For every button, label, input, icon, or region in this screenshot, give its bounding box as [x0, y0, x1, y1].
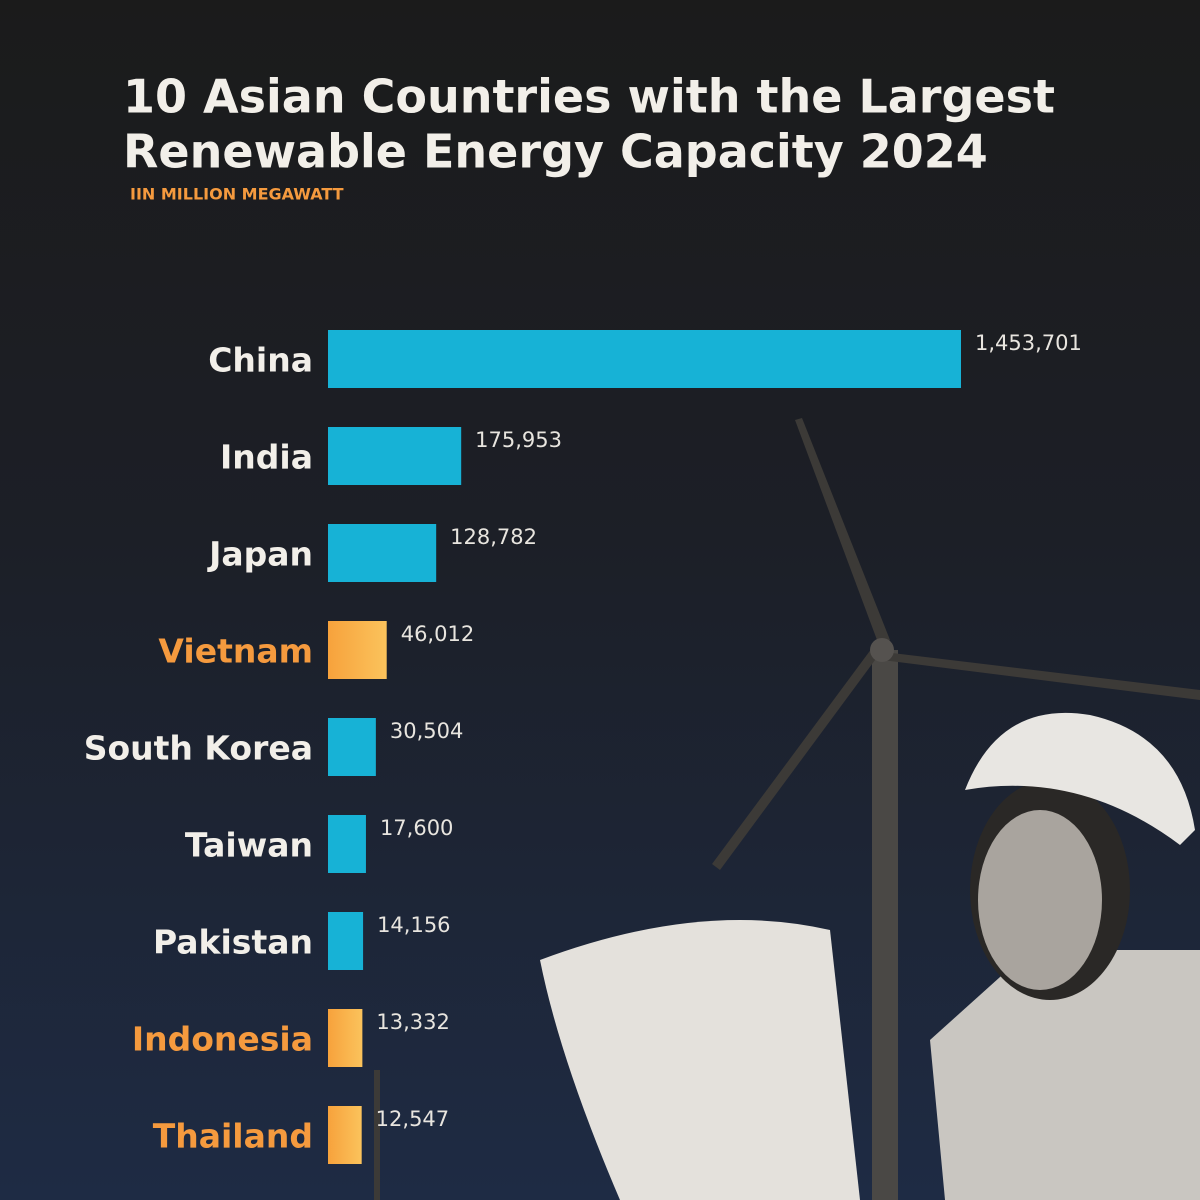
- value-label: 128,782: [450, 525, 537, 549]
- value-label: 46,012: [401, 622, 474, 646]
- category-label: Japan: [207, 535, 313, 574]
- chart-title: 10 Asian Countries with the Largest: [123, 70, 1055, 124]
- category-label: Taiwan: [185, 826, 313, 865]
- chart-subtitle: IIN MILLION MEGAWATT: [130, 185, 344, 204]
- category-label: Thailand: [153, 1117, 313, 1156]
- bar: [328, 524, 437, 582]
- bar: [328, 815, 366, 873]
- value-label: 13,332: [376, 1010, 449, 1034]
- bar: [328, 718, 376, 776]
- category-label: Pakistan: [153, 923, 313, 962]
- category-label: India: [220, 438, 313, 477]
- chart-title: Renewable Energy Capacity 2024: [123, 125, 988, 179]
- category-label: South Korea: [84, 729, 313, 768]
- value-label: 14,156: [377, 913, 450, 937]
- bar: [328, 427, 462, 485]
- value-label: 30,504: [390, 719, 463, 743]
- value-label: 12,547: [376, 1107, 449, 1131]
- value-label: 17,600: [380, 816, 453, 840]
- category-label: China: [208, 341, 313, 380]
- value-label: 175,953: [475, 428, 562, 452]
- bar: [328, 912, 364, 970]
- bar: [328, 1009, 363, 1067]
- decoration: [374, 418, 1200, 1200]
- category-label: Indonesia: [132, 1020, 313, 1059]
- bar: [328, 330, 961, 388]
- value-label: 1,453,701: [975, 331, 1082, 355]
- bar: [328, 621, 387, 679]
- category-label: Vietnam: [158, 632, 313, 671]
- bar: [328, 1106, 362, 1164]
